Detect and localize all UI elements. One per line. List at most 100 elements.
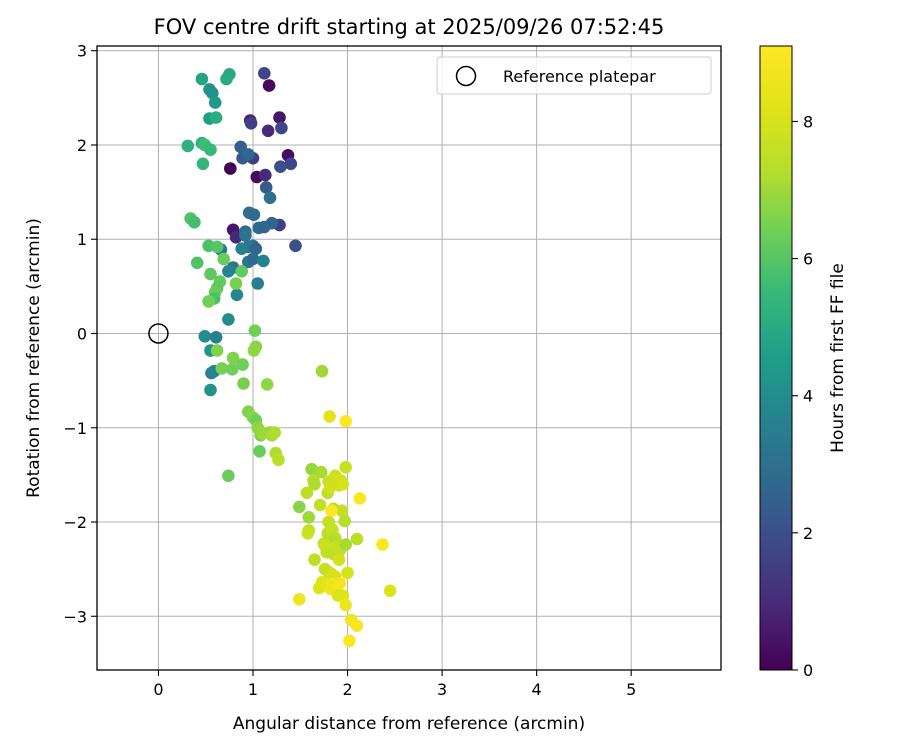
reference-platepar-marker bbox=[148, 323, 169, 344]
colorbar-ticks: 0 2 4 6 8 bbox=[792, 112, 813, 680]
scatter-point bbox=[190, 256, 204, 270]
scatter-point bbox=[336, 478, 350, 491]
colorbar: 0 2 4 6 8 Hours from first FF file bbox=[759, 45, 848, 680]
scatter-point bbox=[260, 378, 274, 391]
scatter-point bbox=[350, 619, 364, 632]
scatter-point bbox=[224, 162, 237, 175]
scatter-point bbox=[308, 553, 321, 566]
y-tick-label: 3 bbox=[77, 42, 87, 61]
colorbar-label: Hours from first FF file bbox=[828, 263, 848, 453]
scatter-point bbox=[188, 216, 201, 229]
scatter-point bbox=[215, 362, 229, 375]
scatter-point bbox=[244, 117, 258, 130]
scatter-point bbox=[261, 124, 275, 138]
scatter-point bbox=[308, 478, 321, 491]
scatter-point bbox=[338, 514, 352, 528]
scatter-point bbox=[242, 148, 255, 161]
scatter-point bbox=[206, 86, 219, 100]
legend: Reference platepar bbox=[436, 56, 712, 95]
legend-marker-reference bbox=[455, 65, 477, 87]
scatter-point bbox=[313, 498, 327, 512]
y-axis-ticks: −3 −2 −1 0 1 2 3 bbox=[63, 42, 97, 626]
scatter-point bbox=[204, 143, 217, 156]
scatter-point bbox=[263, 191, 277, 205]
x-tick-label: 2 bbox=[342, 680, 352, 699]
scatter-point bbox=[273, 111, 286, 124]
scatter-point bbox=[315, 364, 329, 378]
scatter-point bbox=[323, 410, 336, 423]
scatter-point bbox=[226, 351, 240, 365]
scatter-point bbox=[341, 566, 354, 580]
scatter-point bbox=[220, 72, 233, 86]
scatter-point bbox=[275, 121, 288, 135]
scatter-point bbox=[274, 160, 287, 173]
colorbar-tick-label: 6 bbox=[803, 250, 813, 269]
scatter-point bbox=[222, 265, 235, 278]
scatter-point bbox=[353, 492, 367, 505]
scatter-point bbox=[237, 377, 250, 390]
scatter-point bbox=[314, 465, 328, 479]
scatter-point bbox=[202, 295, 215, 308]
scatter-point bbox=[249, 242, 263, 255]
scatter-point bbox=[205, 366, 218, 380]
scatter-point bbox=[222, 469, 235, 483]
x-axis-label: Angular distance from reference (arcmin) bbox=[233, 714, 585, 734]
scatter-point bbox=[217, 252, 230, 266]
chart-title: FOV centre drift starting at 2025/09/26 … bbox=[154, 15, 665, 39]
colorbar-tick-label: 4 bbox=[803, 387, 813, 406]
scatter-point bbox=[222, 313, 235, 326]
scatter-point bbox=[196, 157, 210, 171]
scatter-point bbox=[210, 240, 224, 254]
scatter-point bbox=[235, 242, 248, 255]
y-axis-label: Rotation from reference (arcmin) bbox=[24, 218, 44, 498]
x-tick-label: 1 bbox=[248, 680, 258, 699]
plot-frame bbox=[96, 45, 722, 671]
legend-box bbox=[436, 56, 712, 95]
scatter-point bbox=[246, 252, 260, 266]
x-tick-label: 4 bbox=[532, 680, 542, 699]
legend-entry-reference: Reference platepar bbox=[503, 67, 656, 86]
scatter-point bbox=[258, 67, 271, 80]
scatter-point bbox=[293, 593, 306, 606]
scatter-point bbox=[208, 96, 222, 109]
scatter-points bbox=[181, 67, 397, 648]
scatter-point bbox=[239, 229, 252, 242]
scatter-point bbox=[300, 486, 314, 500]
scatter-point bbox=[225, 363, 239, 376]
scatter-point bbox=[257, 254, 270, 268]
scatter-point bbox=[235, 265, 248, 278]
x-tick-label: 0 bbox=[153, 680, 163, 699]
scatter-point bbox=[209, 111, 223, 124]
scatter-point bbox=[350, 532, 364, 546]
scatter-point bbox=[247, 344, 261, 357]
scatter-point bbox=[293, 500, 306, 514]
scatter-point bbox=[258, 220, 271, 234]
y-tick-label: −2 bbox=[63, 513, 87, 532]
scatter-point bbox=[262, 79, 276, 92]
scatter-point bbox=[272, 453, 285, 467]
colorbar-tick-label: 0 bbox=[803, 661, 813, 680]
scatter-point bbox=[268, 426, 282, 439]
scatter-point bbox=[181, 139, 195, 153]
scatter-point bbox=[229, 277, 243, 290]
y-tick-label: −1 bbox=[63, 419, 87, 438]
scatter-point bbox=[236, 358, 249, 371]
y-tick-label: 0 bbox=[77, 324, 87, 343]
y-tick-label: −3 bbox=[63, 607, 87, 626]
scatter-point bbox=[339, 414, 353, 428]
scatter-point bbox=[305, 462, 318, 476]
x-axis-ticks: 0 1 2 3 4 5 bbox=[153, 670, 636, 699]
colorbar-tick-label: 2 bbox=[803, 524, 813, 543]
scatter-point bbox=[209, 331, 223, 344]
scatter-point bbox=[248, 324, 262, 338]
scatter-point bbox=[204, 383, 217, 397]
scatter-point bbox=[376, 538, 389, 551]
scatter-point bbox=[259, 168, 272, 182]
y-tick-label: 1 bbox=[77, 230, 87, 249]
x-tick-label: 3 bbox=[437, 680, 447, 699]
scatter-point bbox=[383, 584, 397, 598]
x-tick-label: 5 bbox=[626, 680, 636, 699]
colorbar-tick-label: 8 bbox=[803, 112, 813, 131]
scatter-point bbox=[253, 445, 266, 458]
